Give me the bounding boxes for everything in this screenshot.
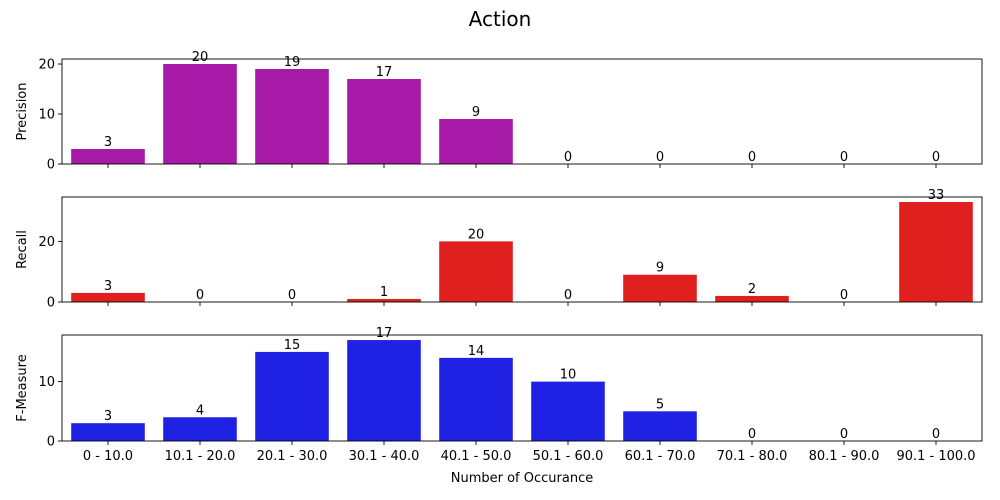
data-label: 0 [288, 288, 296, 303]
bar [255, 69, 329, 164]
axes-frame [61, 58, 983, 165]
data-label: 17 [376, 326, 393, 341]
x-tick-label: 60.1 - 70.0 [625, 449, 696, 464]
data-label: 5 [656, 397, 664, 412]
x-tick-label: 50.1 - 60.0 [533, 449, 604, 464]
bar [255, 351, 329, 441]
bar [715, 295, 789, 302]
data-label: 0 [564, 150, 572, 165]
bar [71, 423, 145, 441]
y-tick-label: 0 [47, 435, 55, 450]
data-label: 0 [840, 427, 848, 442]
bar [71, 149, 145, 164]
data-label: 1 [380, 285, 388, 300]
data-label: 0 [840, 150, 848, 165]
bar [899, 202, 973, 302]
y-axis-label: F-Measure [15, 354, 30, 421]
y-tick-label: 10 [38, 375, 55, 390]
bar [163, 64, 237, 164]
x-tick-label: 0 - 10.0 [83, 449, 133, 464]
bar [347, 298, 421, 302]
data-label: 3 [104, 409, 112, 424]
bar [439, 241, 513, 302]
y-tick-label: 20 [38, 58, 55, 73]
x-tick-label: 70.1 - 80.0 [717, 449, 788, 464]
y-tick-label: 0 [47, 296, 55, 311]
data-label: 9 [656, 261, 664, 276]
subplot-f-measure: 3 4 15 17 14 10 5 0 0 0 0 10 F-Measure 0 - 10.0 10.1 -… [15, 326, 983, 464]
axes-frame [61, 334, 983, 442]
x-tick-label: 10.1 - 20.0 [165, 449, 236, 464]
data-label: 0 [932, 427, 940, 442]
bar [163, 417, 237, 441]
data-label: 17 [376, 65, 393, 80]
bar [439, 357, 513, 441]
x-tick-label: 30.1 - 40.0 [349, 449, 420, 464]
bar [439, 119, 513, 164]
data-label: 15 [284, 338, 301, 353]
bar [623, 411, 697, 441]
data-label: 2 [748, 282, 756, 297]
bar [347, 79, 421, 164]
subplot-precision: 3 20 19 17 9 0 0 0 0 0 0 10 20 Precision [15, 50, 983, 173]
x-tick-label: 40.1 - 50.0 [441, 449, 512, 464]
axes-frame [61, 196, 983, 303]
data-label: 0 [932, 150, 940, 165]
data-label: 20 [468, 227, 485, 242]
y-tick-label: 20 [38, 235, 55, 250]
data-label: 0 [840, 288, 848, 303]
data-label: 19 [284, 55, 301, 70]
data-label: 0 [748, 427, 756, 442]
data-label: 14 [468, 344, 485, 359]
x-tick-label: 90.1 - 100.0 [896, 449, 975, 464]
data-label: 0 [564, 288, 572, 303]
bar [71, 292, 145, 302]
data-label: 0 [748, 150, 756, 165]
bar [623, 274, 697, 302]
data-label: 9 [472, 105, 480, 120]
y-tick-label: 10 [38, 108, 55, 123]
x-tick-label: 20.1 - 30.0 [257, 449, 328, 464]
data-label: 0 [656, 150, 664, 165]
data-label: 4 [196, 403, 204, 418]
x-tick-label: 80.1 - 90.0 [809, 449, 880, 464]
y-axis-label: Precision [15, 82, 30, 140]
data-label: 20 [192, 50, 209, 65]
data-label: 33 [928, 188, 945, 203]
data-label: 0 [196, 288, 204, 303]
bar [347, 340, 421, 441]
bar [531, 381, 605, 441]
y-axis-label: Recall [15, 230, 30, 269]
chart-title: Action [469, 7, 532, 31]
y-tick-label: 0 [47, 158, 55, 173]
x-axis-label: Number of Occurance [451, 471, 593, 486]
data-label: 10 [560, 368, 577, 383]
data-label: 3 [104, 279, 112, 294]
data-label: 3 [104, 135, 112, 150]
